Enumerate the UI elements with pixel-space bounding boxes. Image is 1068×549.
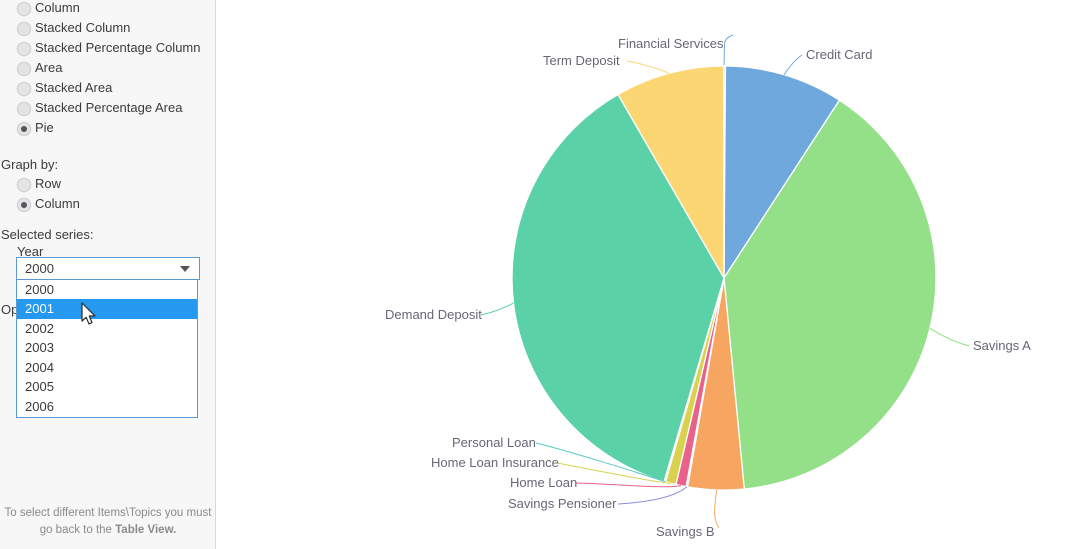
svg-text:Financial Services: Financial Services	[618, 36, 724, 51]
svg-text:Term Deposit: Term Deposit	[543, 53, 620, 68]
svg-text:Savings A: Savings A	[973, 338, 1031, 353]
svg-text:Savings B: Savings B	[656, 524, 715, 539]
svg-text:Demand Deposit: Demand Deposit	[385, 307, 482, 322]
svg-text:Credit Card: Credit Card	[806, 47, 872, 62]
svg-text:Home Loan Insurance: Home Loan Insurance	[431, 455, 559, 470]
svg-text:Savings Pensioner: Savings Pensioner	[508, 496, 617, 511]
svg-text:Home Loan: Home Loan	[510, 475, 577, 490]
svg-text:Personal Loan: Personal Loan	[452, 435, 536, 450]
